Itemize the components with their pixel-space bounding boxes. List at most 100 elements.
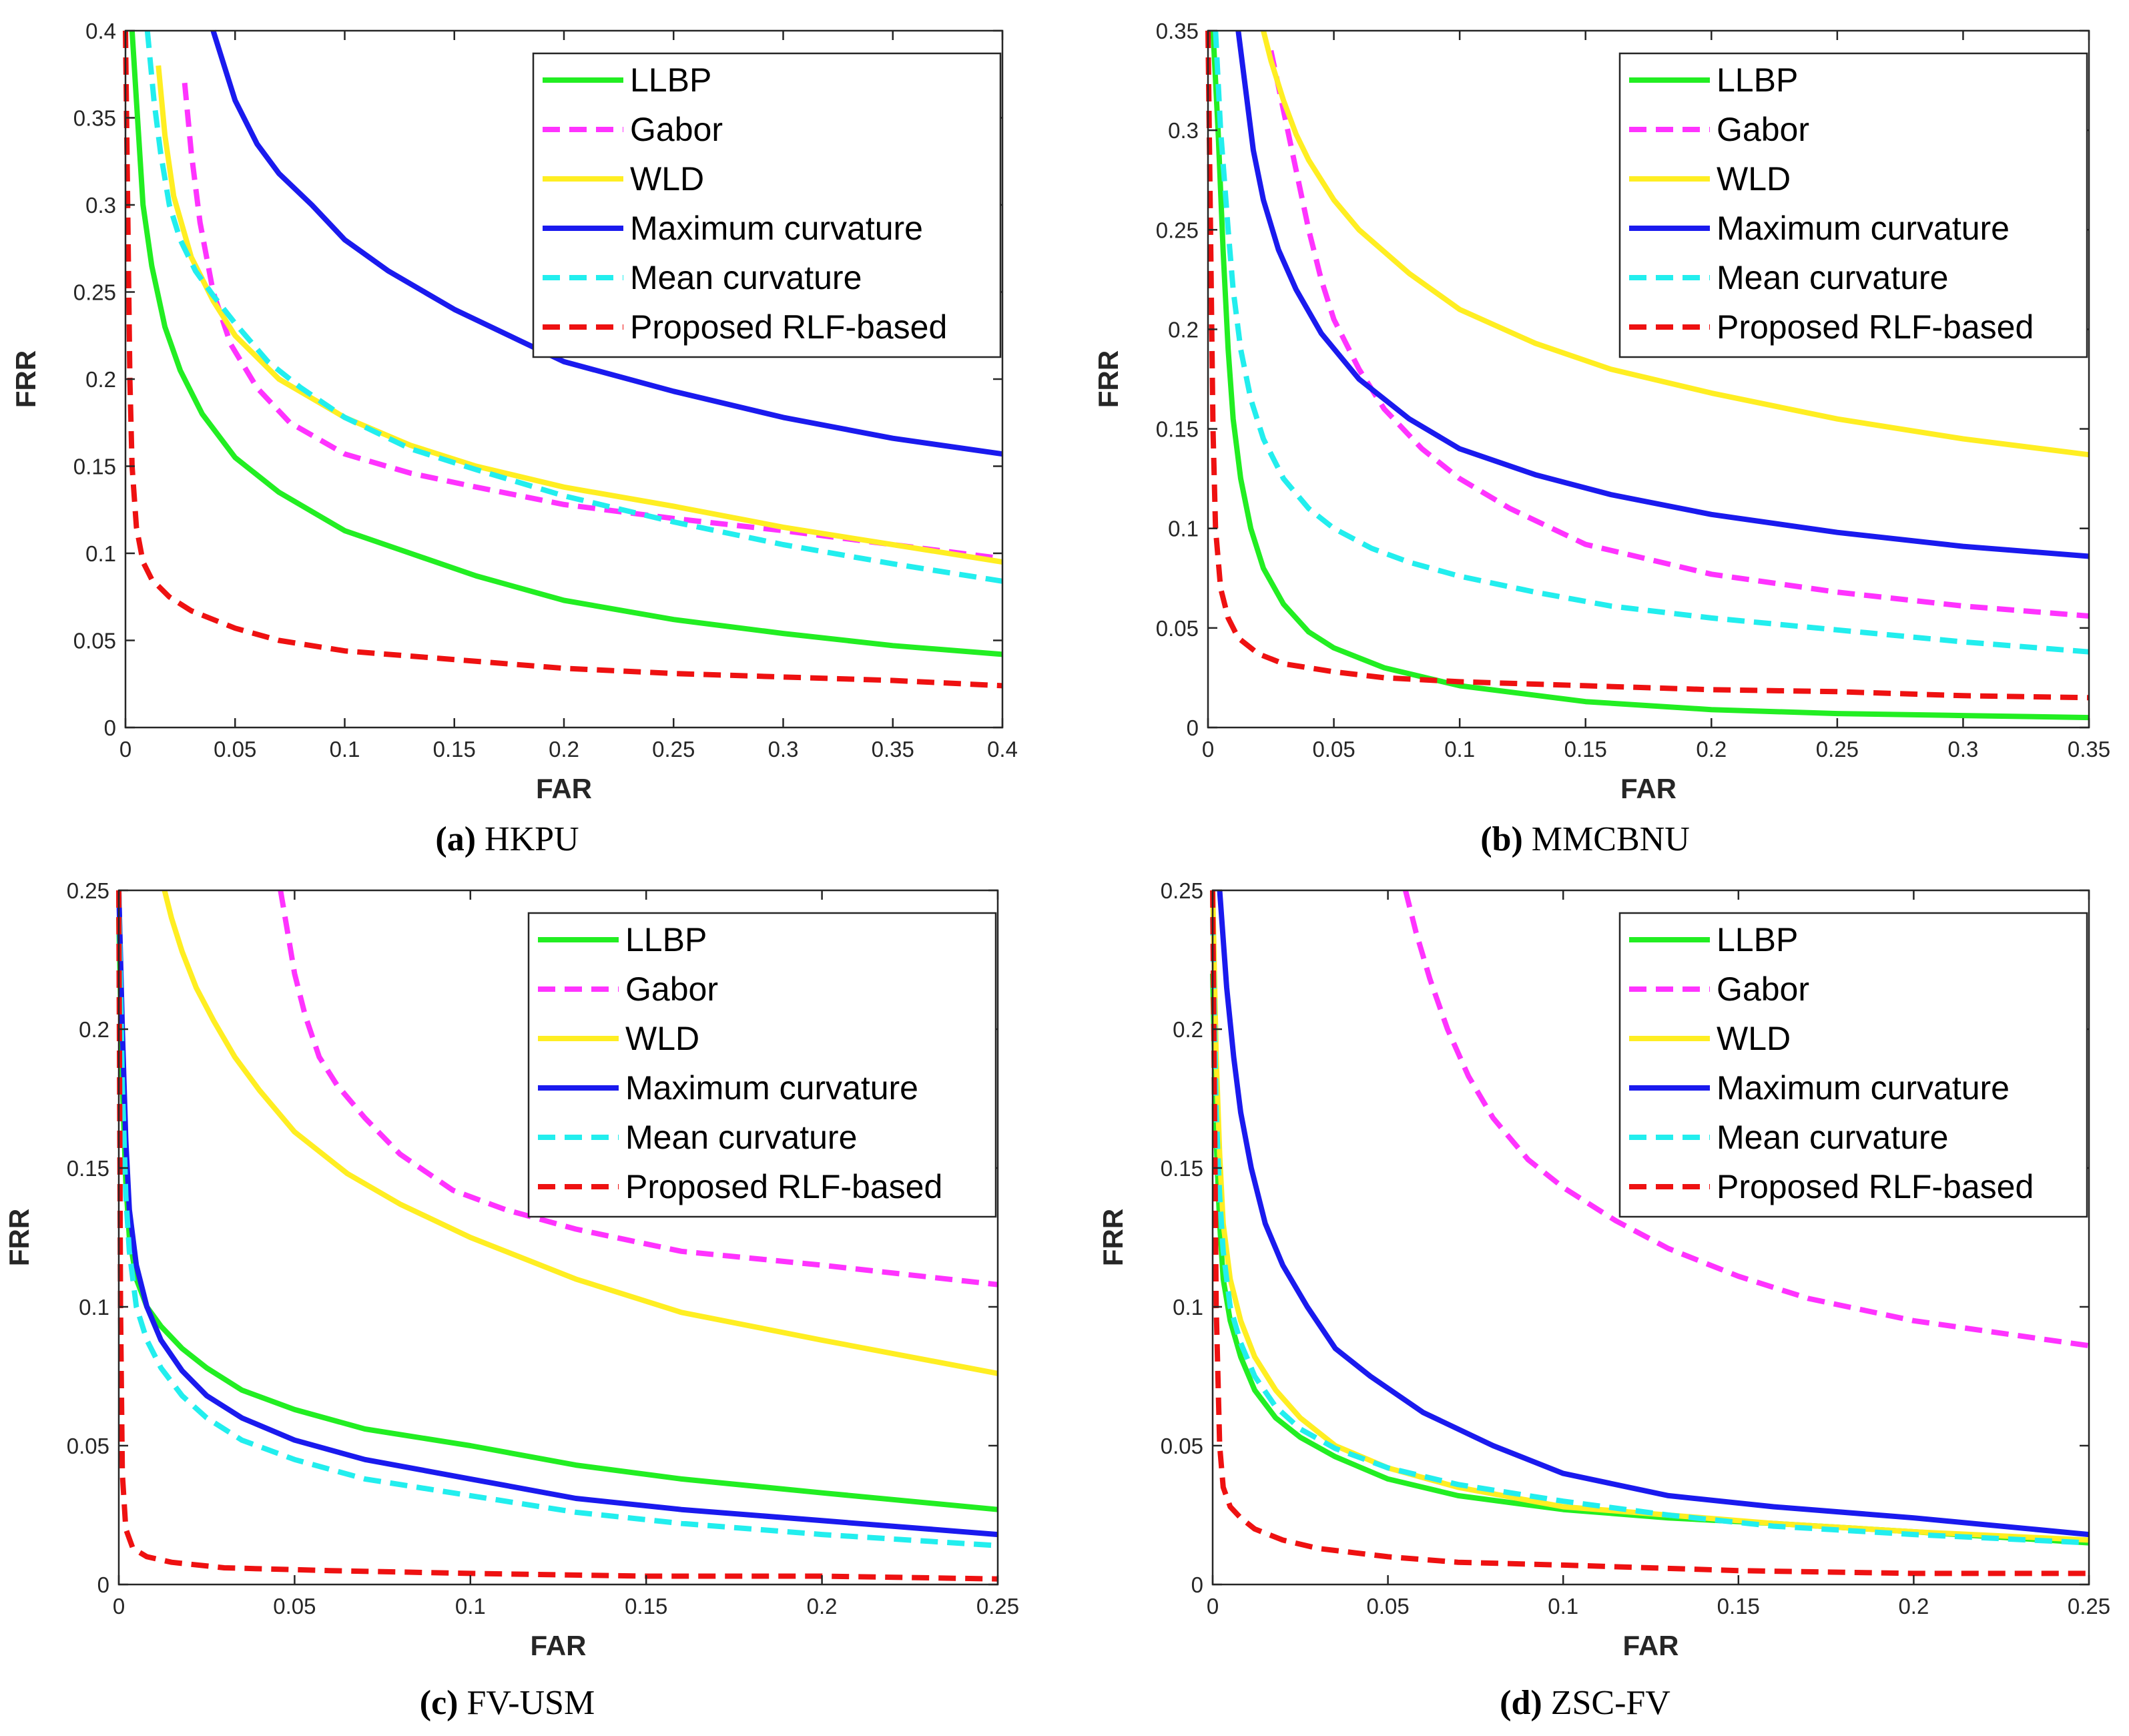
- series-line-gabor: [1403, 890, 2090, 1349]
- x-tick-label: 0.25: [976, 1594, 1019, 1619]
- chart-panel-d: 0 0.05 0.1 0.15 0.2 0.25 0 0.05 0.1 0.15 0.2 0.25 FA…: [1064, 868, 2129, 1736]
- y-tick-label: 0.2: [1168, 317, 1199, 342]
- legend-label-mean-curvature: Mean curvature: [630, 259, 862, 296]
- caption-text-a: HKPU: [485, 820, 579, 858]
- x-tick-label: 0.15: [1564, 737, 1607, 762]
- caption-text-d: ZSC-FV: [1550, 1684, 1670, 1722]
- x-axis-label: FAR: [1623, 1630, 1679, 1661]
- legend-label-gabor: Gabor: [1717, 970, 1809, 1008]
- x-tick-label: 0.1: [330, 737, 360, 762]
- x-tick-label: 0.2: [1696, 737, 1727, 762]
- plot-frame: [1211, 889, 2090, 1586]
- x-axis-label: FAR: [531, 1630, 587, 1661]
- y-tick-label: 0: [1187, 715, 1199, 740]
- caption-letter-d: (d): [1500, 1684, 1542, 1722]
- y-tick-label: 0.15: [1156, 417, 1199, 442]
- x-tick-label: 0.35: [872, 737, 914, 762]
- y-tick-label: 0.35: [1156, 19, 1199, 43]
- x-tick-label: 0: [113, 1594, 125, 1619]
- x-tick-label: 0.05: [1312, 737, 1355, 762]
- legend-label-mean-curvature: Mean curvature: [1717, 1119, 1948, 1156]
- chart-svg-d: 0 0.05 0.1 0.15 0.2 0.25 0 0.05 0.1 0.15 0.2 0.25 FA…: [1097, 878, 2110, 1661]
- legend-box: [532, 52, 1002, 358]
- chart-svg-c: 0 0.05 0.1 0.15 0.2 0.25 0 0.05 0.1 0.15 0.2 0.25 FA…: [3, 878, 1019, 1661]
- series-line-maximum-curvature: [210, 29, 1003, 457]
- y-tick-label: 0.35: [73, 106, 116, 131]
- legend-label-proposed-rlf-based: Proposed RLF-based: [1717, 1168, 2034, 1205]
- legend-label-wld: WLD: [1717, 160, 1791, 198]
- series-line-mean-curvature: [1213, 30, 2090, 655]
- legend: LLBP Gabor WLD Maximum curvature Mean curvat…: [1618, 912, 2088, 1218]
- x-tick-label: 0.4: [987, 737, 1018, 762]
- x-tick-label: 0.1: [455, 1594, 486, 1619]
- legend-label-llbp: LLBP: [1717, 921, 1798, 958]
- x-tick-label: 0.2: [807, 1594, 838, 1619]
- y-tick-label: 0.05: [67, 1434, 109, 1458]
- series-line-gabor: [1268, 49, 2090, 619]
- series-line-maximum-curvature: [1217, 890, 2090, 1538]
- series-line-proposed-rlf-based: [1210, 890, 2089, 1576]
- y-tick-label: 0.25: [1161, 878, 1203, 903]
- series-line-mean-curvature: [144, 30, 1003, 584]
- legend-label-wld: WLD: [1717, 1020, 1791, 1057]
- chart-svg-a: 0 0.05 0.1 0.15 0.2 0.25 0.3 0.35 0.4 0 0.05 0.1 0.1…: [10, 19, 1018, 804]
- x-tick-label: 0: [119, 737, 131, 762]
- legend-label-llbp: LLBP: [625, 921, 707, 958]
- x-tick-label: 0.25: [652, 737, 695, 762]
- series-line-wld: [1261, 30, 2090, 458]
- caption-b: (b) MMCBNU: [1480, 820, 1690, 859]
- series-line-wld: [162, 890, 998, 1376]
- series-line-gabor: [278, 890, 998, 1287]
- x-axis-label: FAR: [1620, 773, 1677, 804]
- y-tick-label: 0.4: [85, 19, 116, 43]
- caption-letter-c: (c): [419, 1684, 459, 1722]
- x-tick-label: 0: [1207, 1594, 1219, 1619]
- caption-d: (d) ZSC-FV: [1500, 1683, 1670, 1723]
- chart-panel-c: 0 0.05 0.1 0.15 0.2 0.25 0 0.05 0.1 0.15 0.2 0.25 FA…: [0, 868, 1064, 1736]
- y-tick-label: 0: [104, 715, 116, 740]
- y-tick-label: 0.05: [1156, 616, 1199, 641]
- y-axis-label: FRR: [3, 1209, 35, 1266]
- x-axis-label: FAR: [536, 773, 592, 804]
- caption-c: (c) FV-USM: [420, 1683, 595, 1723]
- x-tick-label: 0.15: [433, 737, 476, 762]
- series-line-maximum-curvature: [1235, 30, 2090, 559]
- legend-label-maximum-curvature: Maximum curvature: [1717, 210, 2010, 247]
- legend-label-gabor: Gabor: [1717, 111, 1809, 148]
- caption-text-b: MMCBNU: [1531, 820, 1690, 858]
- caption-text-c: FV-USM: [467, 1684, 595, 1722]
- x-tick-label: 0.15: [1717, 1594, 1760, 1619]
- legend-label-llbp: LLBP: [1717, 61, 1798, 99]
- y-tick-label: 0.25: [1156, 218, 1199, 242]
- y-tick-label: 0.05: [1161, 1434, 1203, 1458]
- x-tick-label: 0: [1202, 737, 1214, 762]
- y-tick-label: 0.3: [85, 193, 116, 218]
- y-tick-label: 0.1: [1173, 1295, 1203, 1320]
- x-tick-label: 0.3: [768, 737, 799, 762]
- legend: LLBP Gabor WLD Maximum curvature Mean curvat…: [527, 912, 997, 1218]
- series-line-proposed-rlf-based: [1205, 30, 2090, 701]
- x-tick-label: 0.05: [214, 737, 256, 762]
- y-tick-label: 0: [97, 1572, 109, 1597]
- legend: LLBP Gabor WLD Maximum curvature Mean curvat…: [532, 52, 1002, 358]
- y-tick-label: 0.3: [1168, 118, 1199, 143]
- plot-frame: [1207, 29, 2090, 729]
- legend: LLBP Gabor WLD Maximum curvature Mean curvat…: [1618, 52, 2088, 358]
- legend-label-llbp: LLBP: [630, 61, 711, 99]
- y-axis-label: FRR: [1097, 1209, 1129, 1266]
- legend-label-wld: WLD: [625, 1020, 699, 1057]
- y-tick-label: 0.1: [85, 541, 116, 566]
- y-tick-label: 0.1: [1168, 517, 1199, 541]
- y-tick-label: 0.2: [85, 367, 116, 392]
- legend-label-maximum-curvature: Maximum curvature: [625, 1069, 918, 1107]
- x-tick-label: 0.05: [1366, 1594, 1409, 1619]
- y-tick-label: 0.15: [67, 1156, 109, 1181]
- legend-label-mean-curvature: Mean curvature: [625, 1119, 857, 1156]
- y-tick-label: 0.2: [79, 1017, 109, 1042]
- legend-label-maximum-curvature: Maximum curvature: [630, 210, 923, 247]
- chart-svg-b: 0 0.05 0.1 0.15 0.2 0.25 0.3 0.35 0 0.05 0.1 0.15 0.…: [1093, 19, 2110, 804]
- legend-label-maximum-curvature: Maximum curvature: [1717, 1069, 2010, 1107]
- series-line-gabor: [182, 82, 1003, 561]
- x-tick-label: 0.25: [2068, 1594, 2110, 1619]
- y-tick-label: 0.15: [73, 455, 116, 479]
